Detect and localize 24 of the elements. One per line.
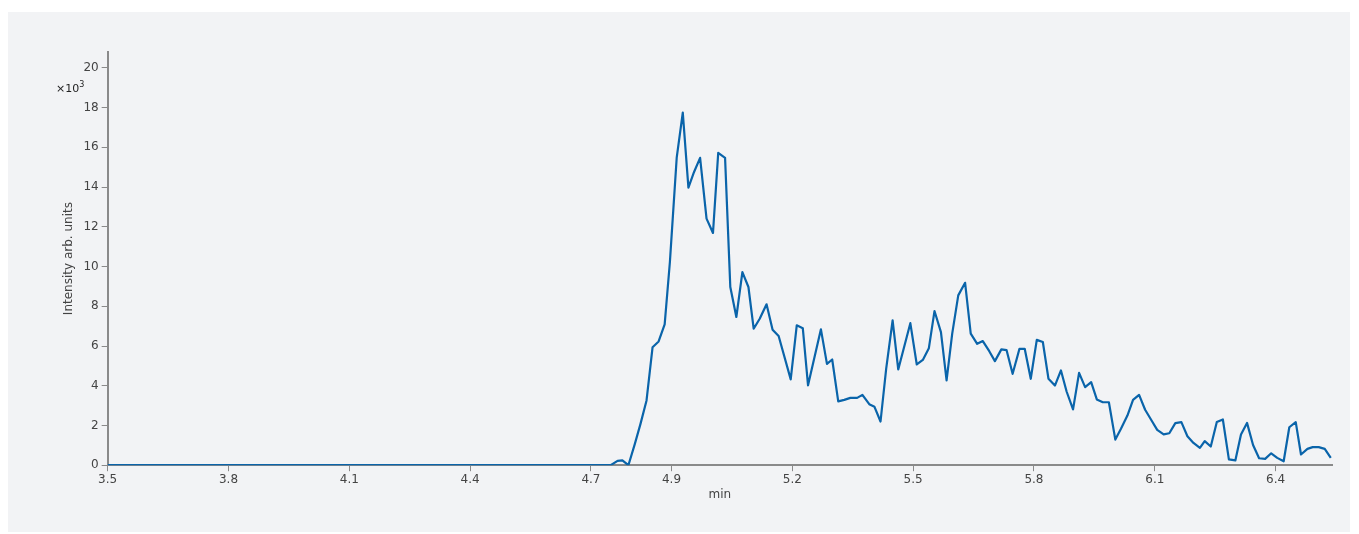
x-tick-label: 4.7 — [581, 471, 601, 486]
y-tick-label: 16 — [83, 139, 99, 154]
y-axis-title: Intensity arb. units — [61, 202, 76, 316]
y-tick-label: 2 — [91, 417, 99, 432]
y-tick-label: 8 — [91, 298, 99, 313]
y-tick-label: 0 — [91, 457, 99, 472]
x-tick-label: 3.8 — [218, 471, 239, 486]
x-tick-label: 3.5 — [98, 471, 118, 486]
x-tick-label: 5.2 — [782, 471, 802, 486]
y-tick-label: 6 — [91, 338, 99, 353]
x-tick-label: 4.1 — [339, 471, 359, 486]
x-tick-label: 5.5 — [903, 471, 923, 486]
x-axis-title: min — [708, 486, 732, 501]
y-tick-label: 18 — [83, 99, 99, 114]
y-tick-label: 12 — [83, 218, 99, 233]
x-tick-label: 6.4 — [1266, 471, 1286, 486]
x-tick-label: 6.1 — [1145, 471, 1165, 486]
x-tick-label: 4.9 — [661, 471, 682, 486]
y-tick-label: 4 — [91, 377, 99, 392]
y-tick-label: 14 — [83, 179, 99, 194]
y-tick-label: 20 — [83, 60, 99, 75]
y-tick-label: 10 — [83, 258, 99, 273]
x-tick-label: 5.8 — [1024, 471, 1044, 486]
x-tick-label: 4.4 — [460, 471, 480, 486]
